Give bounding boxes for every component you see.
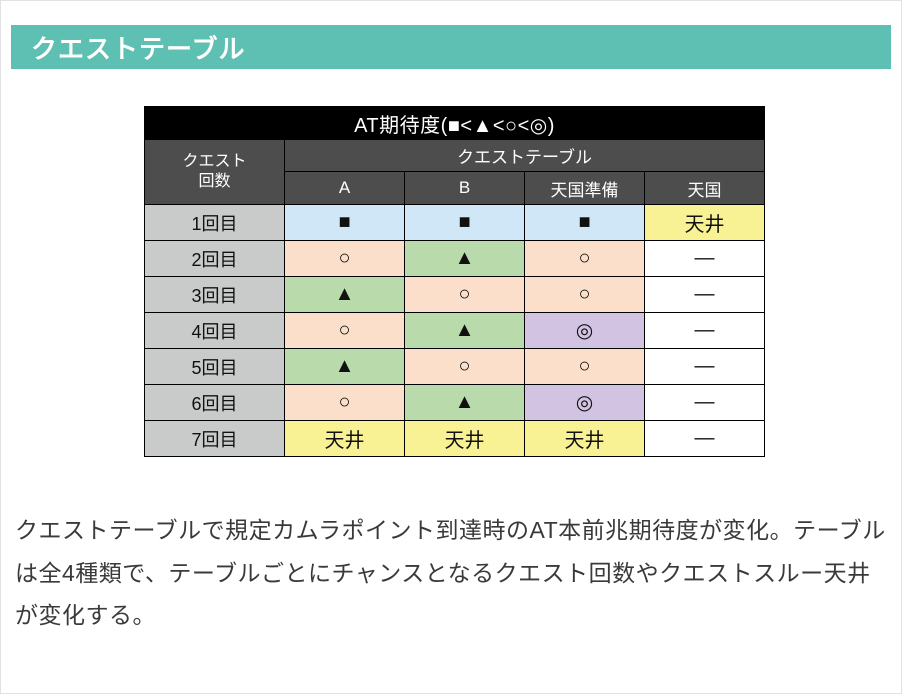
- table-row: 5回目 ▲ ○ ○ ―: [144, 348, 765, 385]
- row-label: 6回目: [144, 384, 285, 421]
- column-header: A: [284, 171, 405, 205]
- table-cell-green: ▲: [404, 384, 525, 421]
- row-label: 1回目: [144, 204, 285, 241]
- table-cell-green: ▲: [284, 276, 405, 313]
- table-cell-white: ―: [644, 420, 765, 457]
- table-cell-white: ―: [644, 348, 765, 385]
- column-header: 天国準備: [524, 171, 645, 205]
- table-row: 2回目 ○ ▲ ○ ―: [144, 240, 765, 277]
- table-row: 7回目 天井 天井 天井 ―: [144, 420, 765, 457]
- table-cell-green: ▲: [404, 240, 525, 277]
- table-title-row: AT期待度(■<▲<○<◎): [144, 106, 765, 140]
- table-cell-yellow: 天井: [284, 420, 405, 457]
- section-header: クエストテーブル: [11, 25, 891, 69]
- table-cell-blue: ■: [524, 204, 645, 241]
- row-label: 2回目: [144, 240, 285, 277]
- column-header-row: A B 天国準備 天国: [145, 171, 765, 205]
- description-text: クエストテーブルで規定カムラポイント到達時のAT本前兆期待度が変化。テーブルは全…: [15, 517, 886, 629]
- table-row: 1回目 ■ ■ ■ 天井: [144, 204, 765, 241]
- row-label: 4回目: [144, 312, 285, 349]
- table-cell-yellow: 天井: [404, 420, 525, 457]
- table-cell-peach: ○: [284, 312, 405, 349]
- quest-table-wrap: AT期待度(■<▲<○<◎) クエスト 回数 クエストテーブル A B 天国準備 天国…: [144, 106, 891, 457]
- table-cell-green: ▲: [404, 312, 525, 349]
- row-label: 7回目: [144, 420, 285, 457]
- table-cell-peach: ○: [404, 276, 525, 313]
- row-label: 5回目: [144, 348, 285, 385]
- page-title: クエストテーブル: [31, 33, 246, 64]
- quest-table: AT期待度(■<▲<○<◎) クエスト 回数 クエストテーブル A B 天国準備 天国…: [144, 106, 765, 457]
- row-label: 3回目: [144, 276, 285, 313]
- table-row: 3回目 ▲ ○ ○ ―: [144, 276, 765, 313]
- table-cell-green: ▲: [284, 348, 405, 385]
- table-row: 6回目 ○ ▲ ◎ ―: [144, 384, 765, 421]
- table-cell-white: ―: [644, 384, 765, 421]
- table-cell-peach: ○: [284, 384, 405, 421]
- table-cell-blue: ■: [404, 204, 525, 241]
- table-cell-peach: ○: [404, 348, 525, 385]
- table-cell-white: ―: [644, 312, 765, 349]
- row-header-label: クエスト 回数: [144, 139, 285, 205]
- table-title: AT期待度(■<▲<○<◎): [144, 106, 765, 140]
- table-cell-white: ―: [644, 276, 765, 313]
- table-cell-purple: ◎: [524, 312, 645, 349]
- table-cell-purple: ◎: [524, 384, 645, 421]
- table-cell-blue: ■: [284, 204, 405, 241]
- table-cell-peach: ○: [524, 348, 645, 385]
- table-cell-yellow: 天井: [644, 204, 765, 241]
- table-cell-yellow: 天井: [524, 420, 645, 457]
- table-cell-peach: ○: [284, 240, 405, 277]
- group-header: クエストテーブル: [284, 139, 765, 172]
- column-header: B: [404, 171, 525, 205]
- table-group-header-row: クエスト 回数 クエストテーブル: [144, 139, 765, 205]
- table-row: 4回目 ○ ▲ ◎ ―: [144, 312, 765, 349]
- column-header: 天国: [644, 171, 765, 205]
- table-cell-peach: ○: [524, 240, 645, 277]
- table-cell-peach: ○: [524, 276, 645, 313]
- table-cell-white: ―: [644, 240, 765, 277]
